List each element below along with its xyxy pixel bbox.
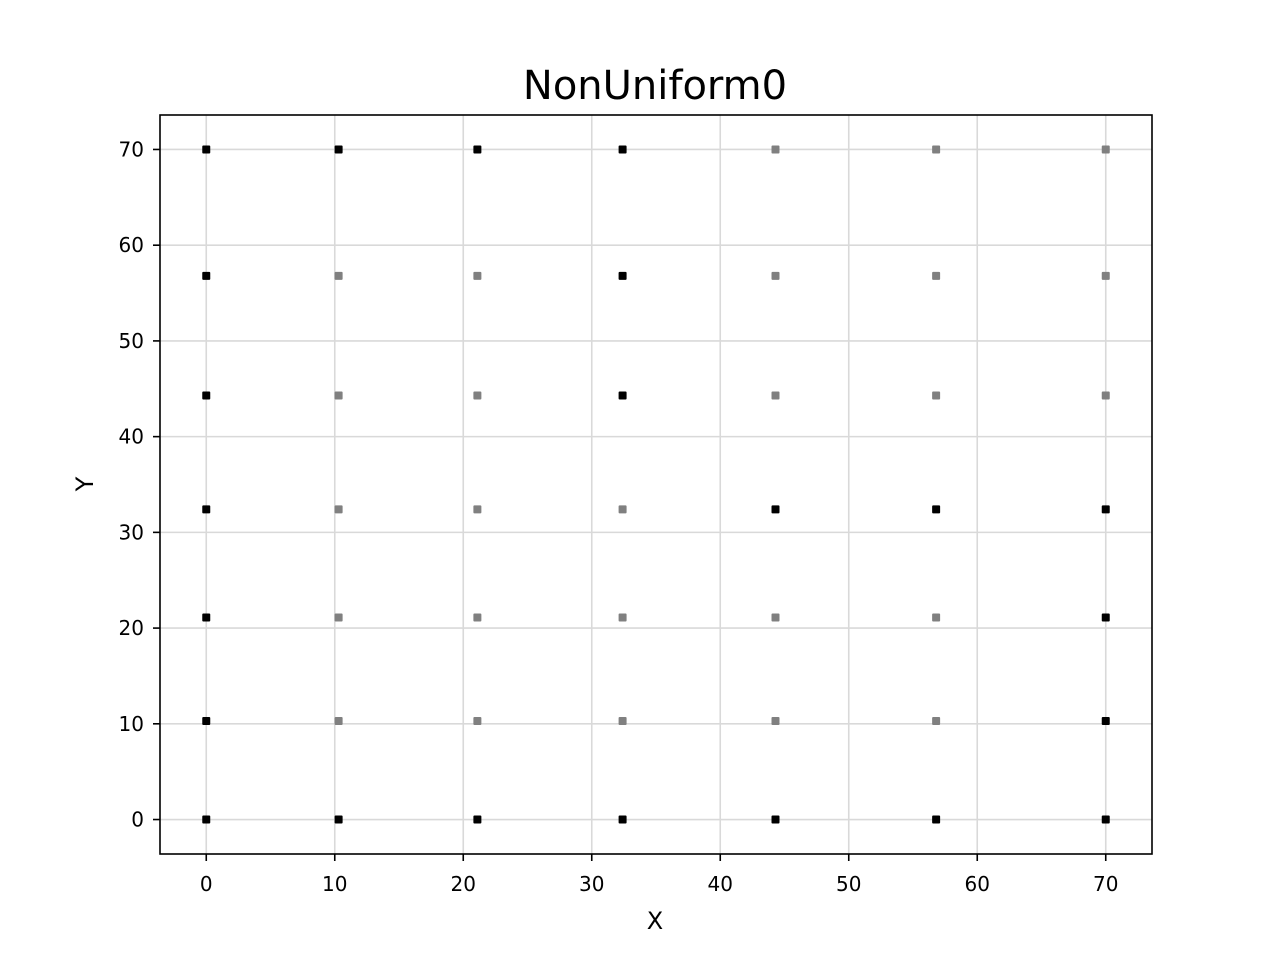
data-point [932, 815, 941, 824]
grid-lines [160, 115, 1152, 854]
x-tick-label: 50 [836, 872, 861, 896]
data-point [771, 716, 780, 725]
y-tick-label: 50 [119, 329, 144, 353]
x-tick-label: 60 [965, 872, 990, 896]
data-point [202, 145, 211, 154]
data-points [202, 145, 1110, 824]
data-point [334, 815, 343, 824]
data-point [473, 391, 482, 400]
data-point [1101, 391, 1110, 400]
data-point [473, 505, 482, 514]
data-point [771, 145, 780, 154]
y-tick-label: 0 [131, 808, 144, 832]
data-point [932, 716, 941, 725]
y-tick-label: 60 [119, 233, 144, 257]
x-tick-label: 70 [1093, 872, 1118, 896]
data-point [202, 505, 211, 514]
chart-title: NonUniform0 [523, 63, 787, 109]
data-point [932, 391, 941, 400]
data-point [334, 716, 343, 725]
data-point [1101, 271, 1110, 280]
data-point [1101, 613, 1110, 622]
data-point [473, 613, 482, 622]
data-point [334, 613, 343, 622]
data-point [618, 145, 627, 154]
data-point [1101, 505, 1110, 514]
data-point [473, 271, 482, 280]
y-tick-label: 40 [119, 425, 144, 449]
data-point [771, 613, 780, 622]
data-point [618, 716, 627, 725]
data-point [618, 271, 627, 280]
data-point [202, 271, 211, 280]
data-point [473, 815, 482, 824]
axis-ticks: 0 10 20 30 40 50 60 70 0 10 20 30 40 50 60 70 [119, 137, 1119, 896]
data-point [771, 815, 780, 824]
data-point [618, 815, 627, 824]
data-point [932, 145, 941, 154]
data-point [932, 505, 941, 514]
data-point [334, 145, 343, 154]
data-point [473, 145, 482, 154]
y-tick-label: 70 [119, 137, 144, 161]
data-point [202, 716, 211, 725]
data-point [334, 505, 343, 514]
data-point [334, 271, 343, 280]
data-point [618, 505, 627, 514]
data-point [1101, 815, 1110, 824]
y-tick-label: 20 [119, 616, 144, 640]
x-axis-label: X [647, 907, 663, 935]
plot-area-frame [159, 114, 1153, 855]
data-point [202, 391, 211, 400]
y-tick-label: 30 [119, 520, 144, 544]
y-tick-label: 10 [119, 712, 144, 736]
data-point [771, 271, 780, 280]
data-point [1101, 716, 1110, 725]
x-tick-label: 10 [322, 872, 347, 896]
data-point [202, 613, 211, 622]
data-point [932, 271, 941, 280]
data-point [1101, 145, 1110, 154]
data-point [618, 613, 627, 622]
data-point [771, 391, 780, 400]
x-tick-label: 30 [579, 872, 604, 896]
y-axis-label: Y [71, 476, 99, 492]
data-point [202, 815, 211, 824]
data-point [771, 505, 780, 514]
x-tick-label: 20 [451, 872, 476, 896]
data-point [618, 391, 627, 400]
data-point [334, 391, 343, 400]
x-tick-label: 40 [708, 872, 733, 896]
x-tick-label: 0 [200, 872, 213, 896]
data-point [932, 613, 941, 622]
data-point [473, 716, 482, 725]
